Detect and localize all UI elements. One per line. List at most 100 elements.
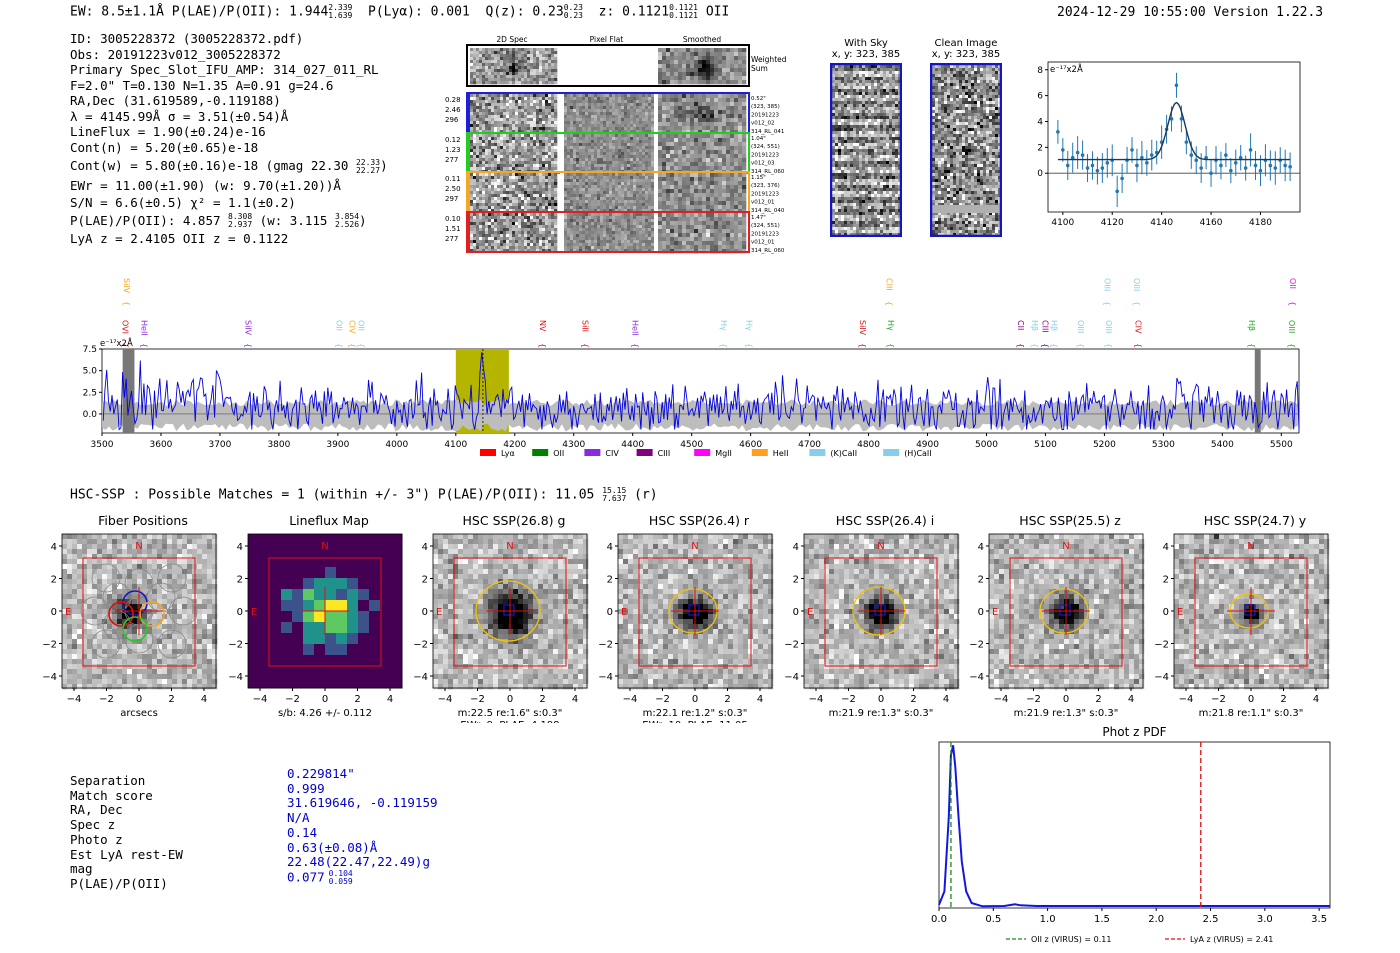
pixel bbox=[554, 173, 558, 177]
pixel bbox=[542, 237, 546, 241]
pixel bbox=[503, 109, 507, 113]
pixel bbox=[615, 97, 619, 101]
pixel bbox=[533, 115, 537, 119]
pixel bbox=[536, 143, 540, 147]
pixel bbox=[524, 219, 528, 223]
pixel bbox=[491, 206, 495, 210]
pixel bbox=[476, 72, 480, 76]
pixel bbox=[844, 113, 848, 117]
pixel bbox=[533, 152, 537, 156]
clean-image-coords: x, y: 323, 385 bbox=[931, 49, 1001, 60]
pixel bbox=[500, 140, 504, 144]
pixel bbox=[871, 98, 875, 102]
pixel bbox=[636, 240, 640, 244]
pixel bbox=[600, 155, 604, 159]
pixel bbox=[621, 103, 625, 107]
pixel bbox=[479, 164, 483, 168]
pixel bbox=[678, 189, 683, 194]
pixel bbox=[624, 188, 628, 192]
pixel bbox=[524, 240, 528, 244]
pixel bbox=[494, 191, 498, 195]
pixel bbox=[742, 138, 747, 143]
pixel bbox=[889, 83, 893, 87]
pixel bbox=[512, 185, 516, 189]
pixel bbox=[682, 60, 687, 65]
pixel bbox=[690, 64, 695, 69]
pixel bbox=[662, 154, 667, 159]
pixel bbox=[597, 137, 601, 141]
pixel bbox=[722, 76, 727, 81]
pixel bbox=[694, 110, 699, 115]
pixel bbox=[682, 56, 687, 61]
pixel bbox=[533, 237, 537, 241]
pixel bbox=[585, 109, 589, 113]
pixel bbox=[662, 158, 667, 163]
pixel bbox=[530, 179, 534, 183]
pixel bbox=[494, 155, 498, 159]
pixel bbox=[738, 173, 743, 178]
pixel bbox=[618, 118, 622, 122]
pixel bbox=[509, 143, 513, 147]
pixel bbox=[698, 181, 703, 186]
pixel bbox=[491, 167, 495, 171]
pixel bbox=[482, 103, 486, 107]
pixel bbox=[630, 237, 634, 241]
pixel bbox=[473, 66, 477, 70]
pixel bbox=[473, 115, 477, 119]
pixel bbox=[476, 246, 480, 250]
pixel bbox=[648, 134, 652, 138]
pixel bbox=[591, 240, 595, 244]
pixel bbox=[515, 209, 519, 213]
pixel bbox=[666, 150, 671, 155]
pixel bbox=[503, 60, 507, 64]
pixel bbox=[482, 51, 486, 55]
pixel bbox=[579, 134, 583, 138]
pixel bbox=[582, 140, 586, 144]
pixel bbox=[485, 60, 489, 64]
pixel bbox=[551, 228, 555, 232]
pixel bbox=[730, 166, 735, 171]
pixel bbox=[730, 48, 735, 53]
pixel bbox=[722, 118, 727, 123]
pixel bbox=[564, 127, 568, 131]
pixel bbox=[539, 243, 543, 247]
pixel bbox=[630, 222, 634, 226]
pixel bbox=[718, 94, 723, 99]
pixel bbox=[551, 97, 555, 101]
pixel bbox=[579, 103, 583, 107]
pixel bbox=[636, 197, 640, 201]
pixel bbox=[503, 97, 507, 101]
pixel bbox=[588, 130, 592, 134]
pixel bbox=[621, 182, 625, 186]
pixel bbox=[841, 98, 845, 102]
pixel bbox=[606, 176, 610, 180]
pixel bbox=[838, 77, 842, 81]
pixel bbox=[686, 122, 691, 127]
pixel bbox=[648, 109, 652, 113]
pixel bbox=[503, 188, 507, 192]
pixel bbox=[734, 118, 739, 123]
pixel bbox=[567, 176, 571, 180]
pixel bbox=[618, 219, 622, 223]
pixel bbox=[548, 115, 552, 119]
pixel bbox=[573, 173, 577, 177]
pixel bbox=[621, 106, 625, 110]
pixel bbox=[524, 146, 528, 150]
pixel bbox=[573, 197, 577, 201]
pixel bbox=[832, 110, 836, 114]
pixel bbox=[597, 118, 601, 122]
pixel bbox=[470, 219, 474, 223]
pixel bbox=[630, 240, 634, 244]
pixel bbox=[527, 118, 531, 122]
pixel bbox=[698, 225, 703, 230]
pixel bbox=[603, 213, 607, 217]
pixel bbox=[674, 52, 679, 57]
pixel bbox=[503, 72, 507, 76]
pixel bbox=[615, 231, 619, 235]
pixel bbox=[527, 209, 531, 213]
pixel bbox=[627, 134, 631, 138]
pixel bbox=[618, 216, 622, 220]
pixel bbox=[479, 167, 483, 171]
pixel bbox=[576, 155, 580, 159]
pixel bbox=[718, 76, 723, 81]
